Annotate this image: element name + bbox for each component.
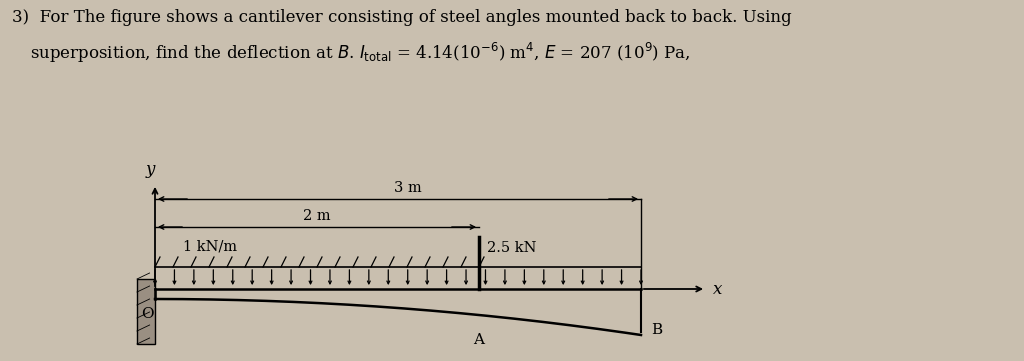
Text: O: O — [140, 307, 154, 321]
Text: 2 m: 2 m — [303, 209, 331, 223]
Text: x: x — [713, 280, 722, 297]
Text: superposition, find the deflection at $B$. $I_{\mathrm{total}}$ = 4.14(10$^{-6}$: superposition, find the deflection at $B… — [30, 41, 690, 65]
Text: 1 kN/m: 1 kN/m — [183, 239, 238, 253]
Text: 2.5 kN: 2.5 kN — [487, 241, 537, 255]
Text: 3)  For The figure shows a cantilever consisting of steel angles mounted back to: 3) For The figure shows a cantilever con… — [12, 9, 792, 26]
Text: A: A — [473, 333, 484, 347]
Text: B: B — [651, 323, 663, 337]
Bar — [137, 279, 155, 344]
Text: y: y — [145, 161, 155, 178]
Text: 3 m: 3 m — [394, 181, 422, 195]
